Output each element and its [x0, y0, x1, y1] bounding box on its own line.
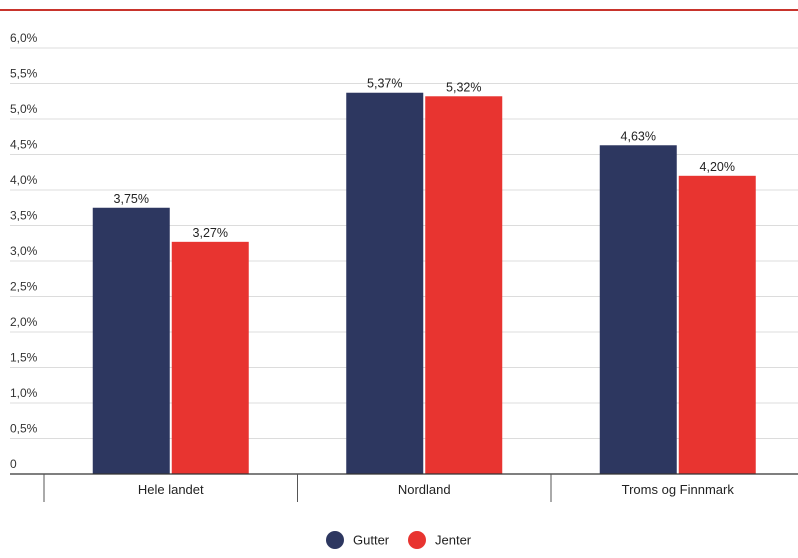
data-label: 5,32%	[446, 80, 481, 94]
y-tick-label: 4,0%	[10, 173, 38, 187]
x-category-label: Nordland	[398, 482, 451, 497]
data-label: 4,63%	[621, 129, 656, 143]
x-category-label: Troms og Finnmark	[622, 482, 735, 497]
bar-jenter[interactable]	[678, 175, 756, 475]
legend-swatch-gutter	[326, 531, 344, 549]
legend-swatch-jenter	[408, 531, 426, 549]
y-tick-label: 1,5%	[10, 351, 38, 365]
y-tick-label: 2,5%	[10, 280, 38, 294]
data-label: 4,20%	[700, 160, 735, 174]
legend-label: Jenter	[435, 533, 472, 548]
bar-gutter[interactable]	[346, 92, 424, 474]
y-tick-label: 0,5%	[10, 422, 38, 436]
bar-gutter[interactable]	[599, 145, 677, 474]
bar-jenter[interactable]	[425, 96, 503, 474]
y-tick-label: 0	[10, 457, 17, 471]
y-tick-label: 1,0%	[10, 386, 38, 400]
y-tick-label: 3,0%	[10, 244, 38, 258]
bar-gutter[interactable]	[92, 207, 170, 474]
bar-jenter[interactable]	[171, 241, 249, 474]
data-label: 3,27%	[193, 226, 228, 240]
data-label: 3,75%	[114, 192, 149, 206]
y-tick-label: 3,5%	[10, 209, 38, 223]
y-tick-label: 4,5%	[10, 138, 38, 152]
x-category-label: Hele landet	[138, 482, 204, 497]
legend-label: Gutter	[353, 533, 390, 548]
top-accent-line	[0, 9, 798, 11]
data-label: 5,37%	[367, 77, 402, 91]
y-tick-label: 5,5%	[10, 67, 38, 81]
y-tick-label: 5,0%	[10, 102, 38, 116]
y-tick-label: 6,0%	[10, 31, 38, 45]
y-tick-label: 2,0%	[10, 315, 38, 329]
